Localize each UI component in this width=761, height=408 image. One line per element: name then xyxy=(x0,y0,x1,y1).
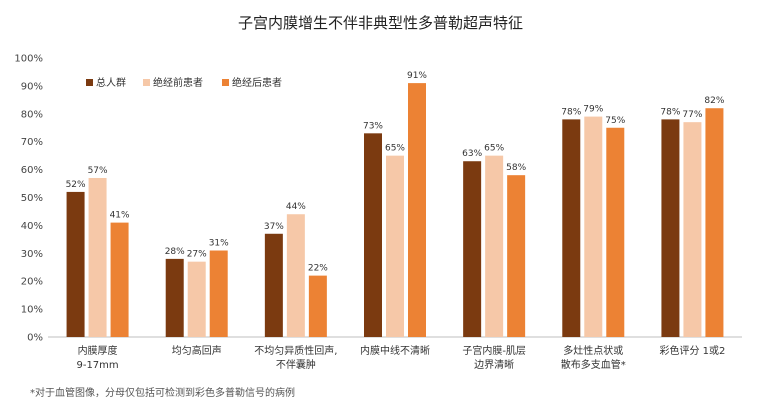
data-label: 63% xyxy=(462,149,482,159)
x-tick-label: 内膜厚度 xyxy=(78,344,118,357)
data-label: 28% xyxy=(165,247,185,257)
bar xyxy=(364,133,382,337)
bar xyxy=(286,214,305,337)
data-label: 75% xyxy=(605,116,625,126)
data-label: 37% xyxy=(264,222,284,232)
bar xyxy=(485,155,504,337)
bar xyxy=(606,127,625,337)
chart-title: 子宫内膜增生不伴非典型性多普勒超声特征 xyxy=(237,14,523,32)
bar xyxy=(562,119,581,337)
legend-label: 绝经前患者 xyxy=(153,76,203,89)
x-tick-label: 均匀高回声 xyxy=(172,344,222,357)
data-label: 78% xyxy=(561,107,581,117)
bar xyxy=(66,191,85,337)
y-tick-label: 0% xyxy=(27,333,43,344)
y-tick-label: 90% xyxy=(21,81,43,92)
bar xyxy=(463,161,482,337)
data-label: 77% xyxy=(682,110,702,120)
x-tick-label: 子宫内膜-肌层 xyxy=(462,344,526,357)
bar xyxy=(683,122,702,337)
data-label: 79% xyxy=(583,105,603,115)
bar xyxy=(408,83,426,337)
bar xyxy=(165,258,184,337)
data-label: 31% xyxy=(209,239,229,249)
legend-swatch xyxy=(86,79,93,86)
data-label: 65% xyxy=(385,144,405,154)
bar xyxy=(661,119,680,337)
y-tick-label: 40% xyxy=(21,221,43,232)
bar xyxy=(88,177,107,337)
y-tick-label: 50% xyxy=(21,193,43,204)
x-tick-label: 不均匀异质性回声, xyxy=(254,344,337,357)
x-tick-label: 不伴囊肿 xyxy=(276,358,316,371)
data-label: 82% xyxy=(704,96,724,106)
y-tick-label: 20% xyxy=(21,277,43,288)
bar xyxy=(308,275,327,337)
y-tick-label: 60% xyxy=(21,165,43,176)
x-tick-label: 边界清晰 xyxy=(474,358,514,371)
x-tick-label: 彩色评分 1或2 xyxy=(659,344,725,357)
y-tick-label: 10% xyxy=(21,305,43,316)
data-label: 73% xyxy=(363,121,383,131)
data-label: 52% xyxy=(66,180,86,190)
data-label: 44% xyxy=(286,202,306,212)
y-tick-label: 100% xyxy=(14,54,43,65)
legend-swatch xyxy=(222,79,229,86)
legend-swatch xyxy=(143,79,150,86)
data-label: 91% xyxy=(407,71,427,81)
y-tick-label: 80% xyxy=(21,109,43,120)
y-tick-label: 30% xyxy=(21,249,43,260)
x-tick-label: 多灶性点状或 xyxy=(563,344,623,357)
bar xyxy=(507,175,526,337)
data-label: 22% xyxy=(308,264,328,274)
y-tick-label: 70% xyxy=(21,137,43,148)
bar xyxy=(110,222,129,337)
data-label: 57% xyxy=(88,166,108,176)
bar xyxy=(187,261,206,337)
x-tick-label: 散布多支血管* xyxy=(561,358,626,371)
legend-label: 总人群 xyxy=(96,76,126,89)
data-label: 41% xyxy=(110,211,130,221)
legend-label: 绝经后患者 xyxy=(232,76,282,89)
bar xyxy=(705,108,724,337)
data-label: 58% xyxy=(506,163,526,173)
x-tick-label: 内膜中线不清晰 xyxy=(360,344,430,357)
data-label: 27% xyxy=(187,250,207,260)
footnote: *对于血管图像，分母仅包括可检测到彩色多普勒信号的病例 xyxy=(30,388,295,399)
bar xyxy=(209,250,228,337)
data-label: 65% xyxy=(484,144,504,154)
x-tick-label: 9-17mm xyxy=(76,360,118,371)
bar xyxy=(584,116,603,337)
bar xyxy=(264,233,283,337)
data-label: 78% xyxy=(660,107,680,117)
bar xyxy=(386,155,404,337)
